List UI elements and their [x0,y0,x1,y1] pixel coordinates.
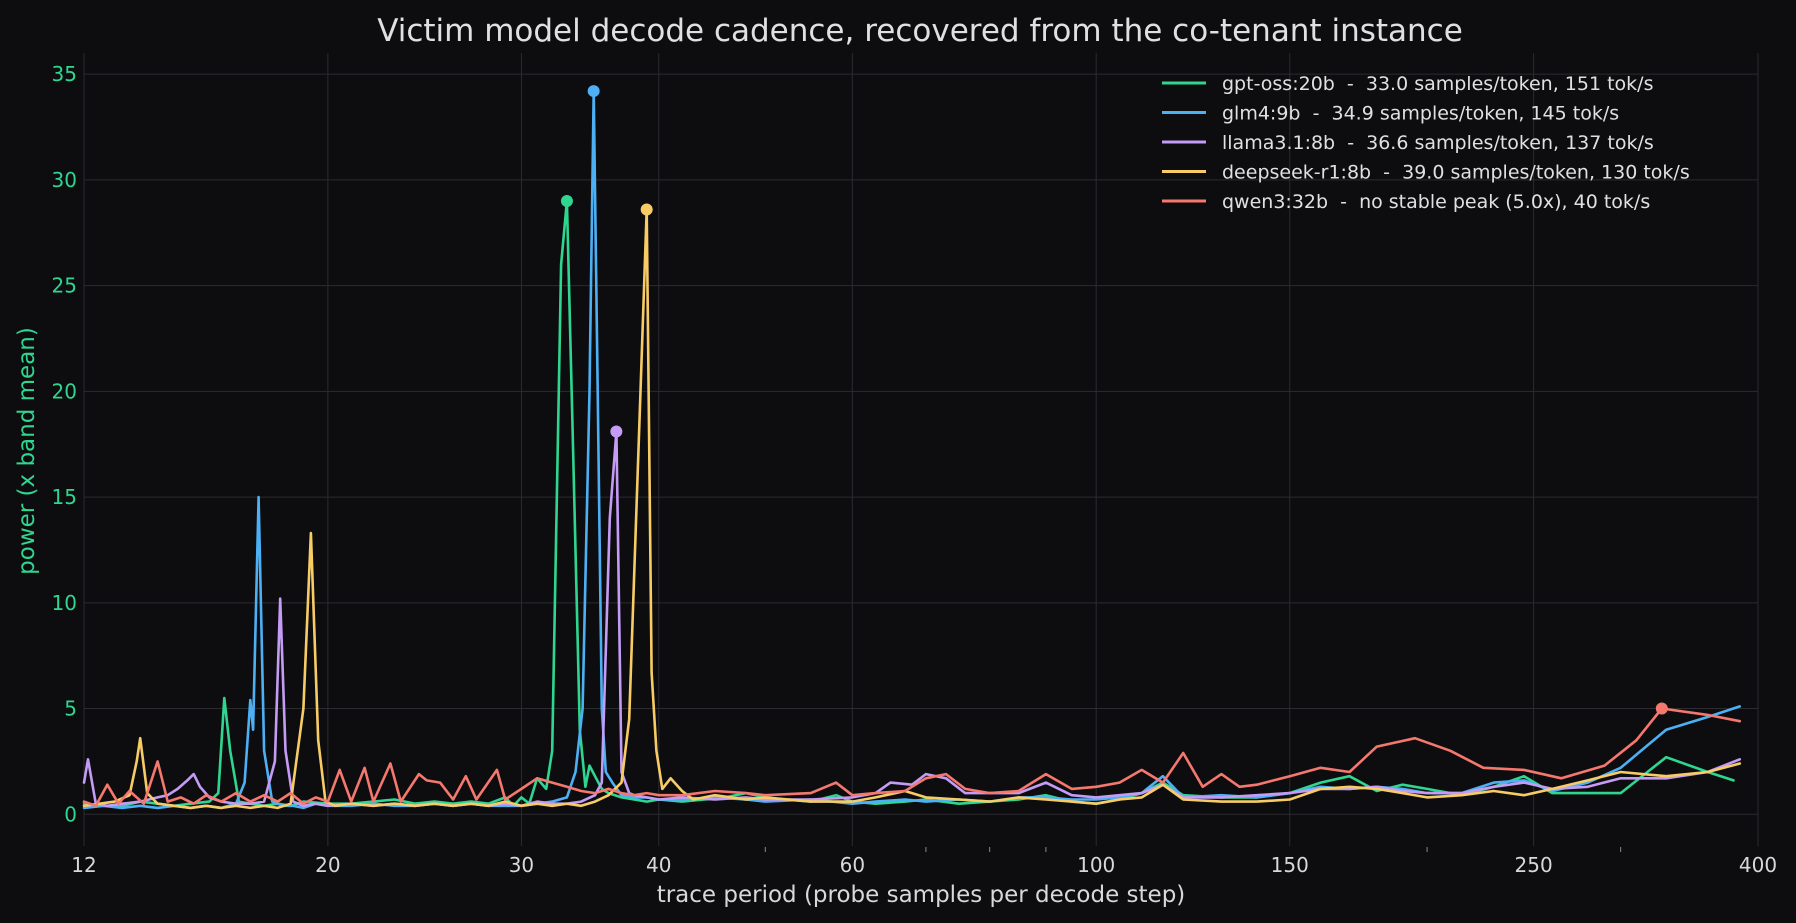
legend-label-1: glm4:9b - 34.9 samples/token, 145 tok/s [1222,103,1619,125]
legend-label-2: llama3.1:8b - 36.6 samples/token, 137 to… [1222,132,1654,154]
x-tick-label: 250 [1515,853,1553,877]
x-tick-label: 100 [1077,853,1115,877]
axes: 12 20 30 40 60 100 150 250 400 0 5 10 15 20 25 30 35 [52,62,1778,877]
y-tick-label: 25 [52,274,77,298]
y-tick-label: 10 [52,591,77,615]
x-tick-label: 40 [646,853,671,877]
legend-label-4: qwen3:32b - no stable peak (5.0x), 40 to… [1222,191,1650,213]
y-axis-label: power (x band mean) [14,327,40,575]
peak-markers [560,85,1668,715]
x-tick-label: 150 [1271,853,1309,877]
series-line-4 [82,707,1742,808]
peak-marker-4 [1655,702,1668,715]
peak-marker-2 [610,425,623,438]
x-tick-label: 12 [71,853,96,877]
chart-title: Victim model decode cadence, recovered f… [377,13,1463,49]
x-axis-label: trace period (probe samples per decode s… [657,882,1186,908]
y-tick-label: 30 [52,168,77,192]
x-tick-label: 60 [840,853,865,877]
legend-label-3: deepseek-r1:8b - 39.0 samples/token, 130… [1222,162,1690,184]
legend: gpt-oss:20b - 33.0 samples/token, 151 to… [1162,73,1690,213]
peak-marker-3 [640,203,653,216]
grid-lines [83,53,1759,846]
x-tick-label: 20 [315,853,340,877]
y-tick-label: 20 [52,379,77,403]
x-tick-label: 400 [1739,853,1777,877]
y-tick-label: 15 [52,485,77,509]
peak-marker-0 [560,195,573,208]
x-tick-label: 30 [509,853,534,877]
legend-label-0: gpt-oss:20b - 33.0 samples/token, 151 to… [1222,73,1653,95]
y-tick-label: 5 [64,697,77,721]
y-tick-label: 35 [52,62,77,86]
y-tick-label: 0 [64,802,77,826]
peak-marker-1 [587,85,600,98]
